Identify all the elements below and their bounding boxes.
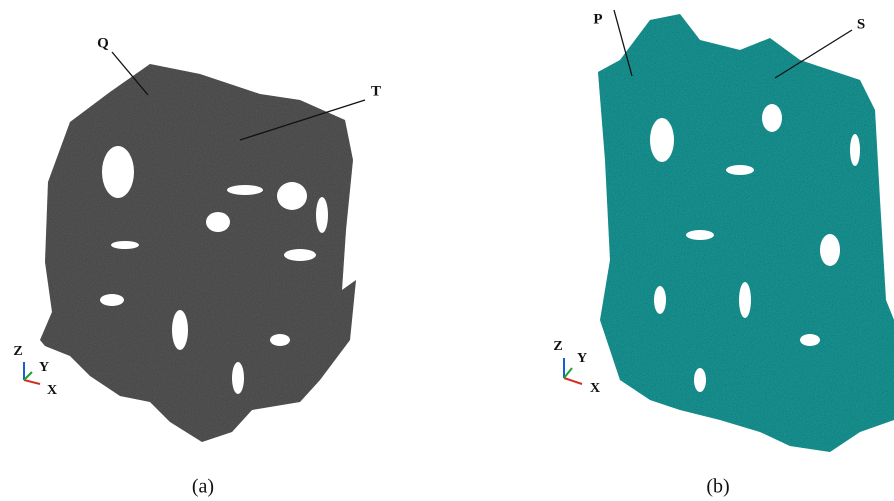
pore bbox=[232, 362, 244, 394]
axis-arrow bbox=[564, 368, 572, 378]
pore bbox=[694, 368, 706, 392]
pore bbox=[850, 134, 860, 166]
axis-label: Z bbox=[553, 339, 562, 354]
pore bbox=[111, 241, 139, 249]
pore bbox=[739, 282, 751, 318]
figure: Q T Z Y X (a) P S bbox=[0, 0, 894, 501]
pore bbox=[852, 70, 860, 78]
pore bbox=[800, 334, 820, 346]
axis-triad: Z Y X bbox=[13, 344, 57, 398]
pore bbox=[726, 165, 754, 175]
axis-label: Y bbox=[577, 351, 587, 366]
annotation: T bbox=[371, 83, 381, 99]
axis-arrow bbox=[564, 378, 582, 384]
porous-structure bbox=[598, 14, 894, 452]
pore bbox=[100, 294, 124, 306]
axis-label: X bbox=[47, 383, 57, 398]
pore bbox=[762, 104, 782, 132]
axis-triad: Z Y X bbox=[553, 339, 600, 396]
pore bbox=[686, 230, 714, 240]
axis-label: X bbox=[590, 381, 600, 396]
pore bbox=[270, 334, 290, 346]
pore bbox=[172, 310, 188, 350]
panel-b: P S Z Y X (b) bbox=[553, 10, 894, 498]
annotation: S bbox=[857, 16, 865, 32]
pore bbox=[277, 182, 307, 210]
pore bbox=[316, 197, 328, 233]
caption: (b) bbox=[706, 476, 729, 498]
pore bbox=[227, 185, 263, 195]
pore bbox=[650, 118, 674, 162]
pore bbox=[206, 212, 230, 232]
axis-arrow bbox=[24, 380, 40, 384]
pore bbox=[102, 146, 134, 198]
axis-label: Y bbox=[39, 360, 49, 375]
pore bbox=[820, 234, 840, 266]
pore bbox=[654, 286, 666, 314]
pore bbox=[284, 249, 316, 261]
panel-a: Q T Z Y X (a) bbox=[13, 35, 381, 497]
axis-arrow bbox=[24, 372, 32, 380]
caption: (a) bbox=[192, 476, 214, 498]
axis-label: Z bbox=[13, 344, 22, 359]
annotation: P bbox=[593, 11, 602, 27]
annotation: Q bbox=[97, 35, 109, 51]
